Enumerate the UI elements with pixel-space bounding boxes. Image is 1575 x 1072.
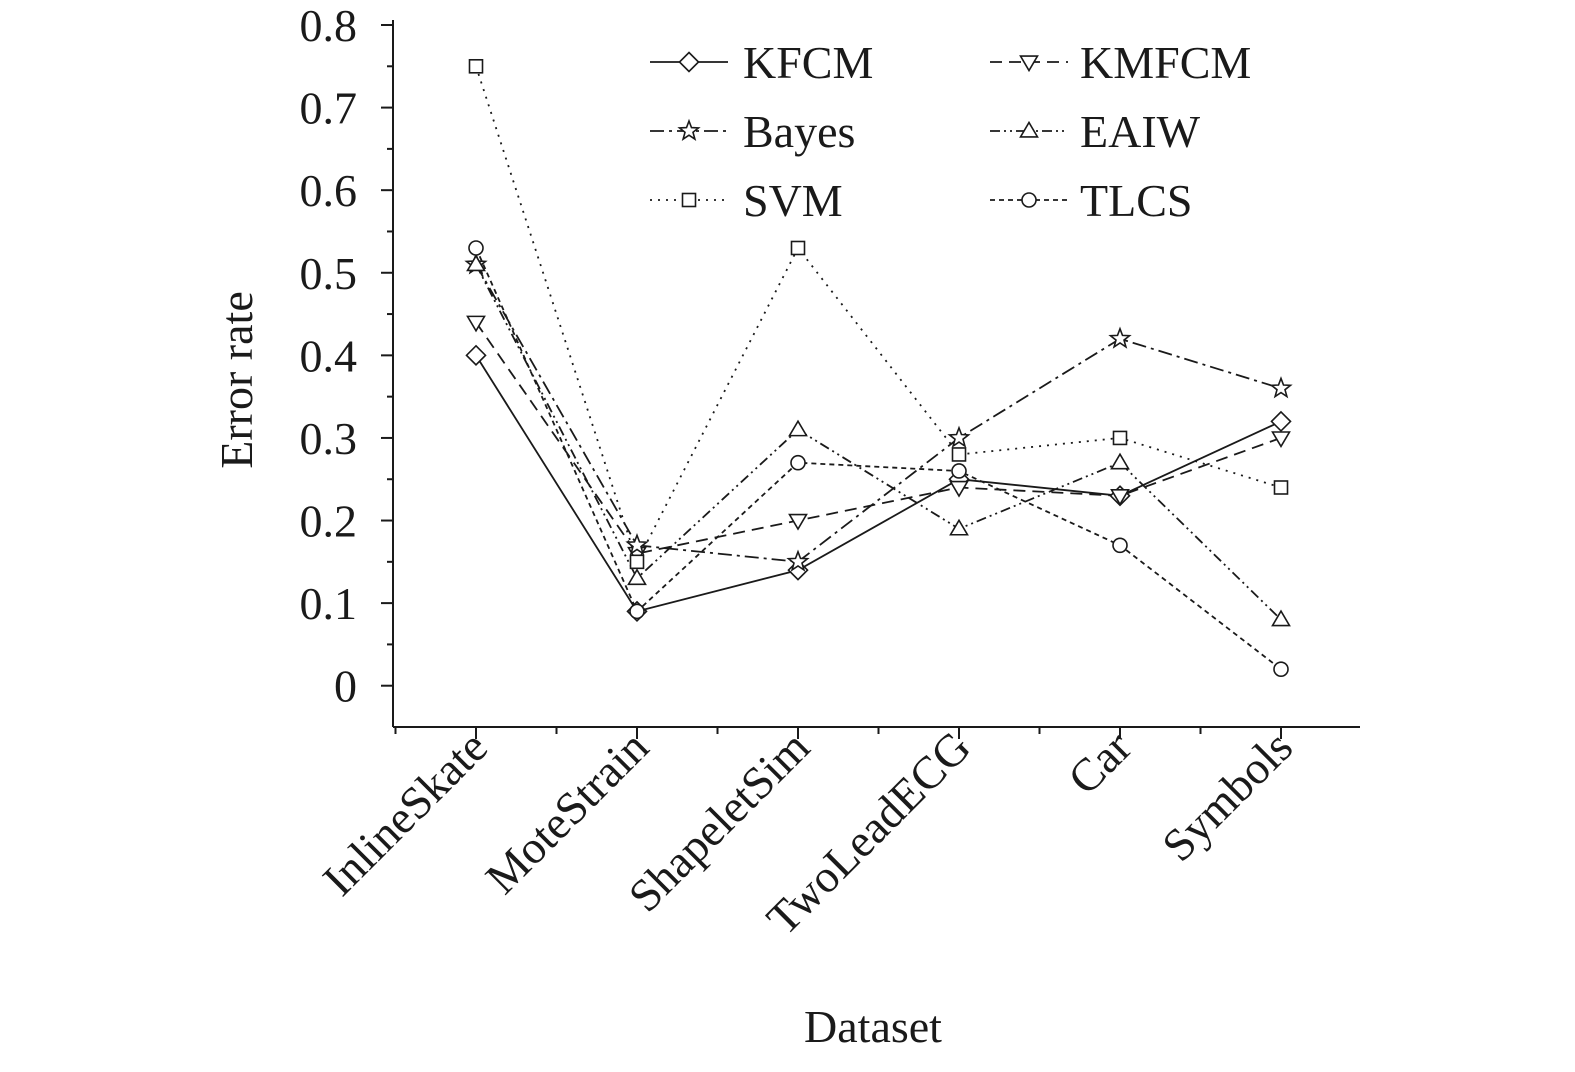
- data-point-svm: [468, 58, 484, 74]
- data-point-svm: [790, 240, 806, 256]
- y-tick-label: 0.1: [300, 578, 358, 629]
- data-point-svm: [951, 447, 967, 462]
- legend-label-bayes: Bayes: [743, 106, 855, 157]
- data-point-kmfcm: [1110, 489, 1130, 506]
- data-point-kmfcm: [788, 513, 808, 531]
- legend-label-eaiw: EAIW: [1080, 106, 1201, 157]
- data-point-bayes: [947, 425, 971, 448]
- data-point-kmfcm: [949, 480, 969, 498]
- legend-label-kfcm: KFCM: [743, 37, 873, 88]
- data-point-eaiw: [1271, 609, 1291, 627]
- legend-label-svm: SVM: [743, 175, 843, 226]
- y-tick-label: 0.8: [300, 0, 358, 51]
- y-tick-label: 0.6: [300, 165, 358, 216]
- data-point-kmfcm: [466, 315, 486, 333]
- legend-marker-svm: [681, 192, 697, 208]
- y-tick-label: 0.3: [300, 413, 358, 464]
- legend-marker-bayes: [677, 118, 701, 141]
- series-line-tlcs: [475, 247, 1282, 670]
- legend-label-tlcs: TLCS: [1080, 175, 1192, 226]
- data-point-eaiw: [466, 254, 486, 272]
- data-point-tlcs: [629, 603, 645, 620]
- legend-label-kmfcm: KMFCM: [1080, 37, 1251, 88]
- data-point-bayes: [786, 549, 810, 572]
- y-axis-title: Error rate: [211, 291, 262, 469]
- data-point-kfcm: [465, 344, 487, 366]
- legend-marker-tlcs: [1021, 192, 1037, 208]
- x-tick-label: InlineSkate: [313, 721, 497, 905]
- data-point-bayes: [1108, 326, 1132, 349]
- series-markers: [464, 58, 1293, 677]
- y-tick-label: 0: [334, 661, 357, 712]
- x-tick-label: Symbols: [1152, 721, 1302, 871]
- data-point-tlcs: [1112, 537, 1128, 554]
- data-point-tlcs: [790, 454, 806, 471]
- data-point-svm: [629, 554, 645, 570]
- data-point-bayes: [1269, 376, 1293, 399]
- series-line-kmfcm: [475, 321, 1282, 555]
- x-axis-title: Dataset: [804, 1001, 942, 1052]
- x-tick-label: Car: [1058, 721, 1141, 804]
- series-lines: [475, 66, 1282, 670]
- legend-marker-kfcm: [678, 51, 700, 73]
- y-tick-label: 0.5: [300, 248, 358, 299]
- data-point-tlcs: [1273, 661, 1289, 677]
- legend: KFCM KMFCM Bayes EAIW SVM TLCS: [650, 37, 1251, 226]
- data-point-tlcs: [951, 463, 967, 479]
- series-line-eaiw: [475, 264, 1282, 621]
- series-line-kfcm: [475, 354, 1282, 613]
- legend-marker-kmfcm: [1019, 55, 1039, 73]
- y-tick-label: 0.2: [300, 496, 358, 547]
- legend-marker-eaiw: [1019, 120, 1039, 138]
- data-point-tlcs: [468, 240, 484, 256]
- series-line-bayes: [475, 264, 1282, 563]
- data-point-eaiw: [627, 568, 647, 586]
- data-point-svm: [1273, 480, 1289, 495]
- data-point-eaiw: [949, 518, 969, 536]
- data-point-kmfcm: [1271, 431, 1291, 449]
- y-tick-label: 0.4: [300, 330, 358, 381]
- data-point-svm: [1112, 430, 1128, 446]
- data-point-kfcm: [1270, 410, 1292, 433]
- y-tick-label: 0.7: [300, 83, 358, 134]
- data-point-eaiw: [1110, 452, 1130, 470]
- data-point-eaiw: [788, 419, 808, 437]
- data-point-bayes: [625, 533, 649, 556]
